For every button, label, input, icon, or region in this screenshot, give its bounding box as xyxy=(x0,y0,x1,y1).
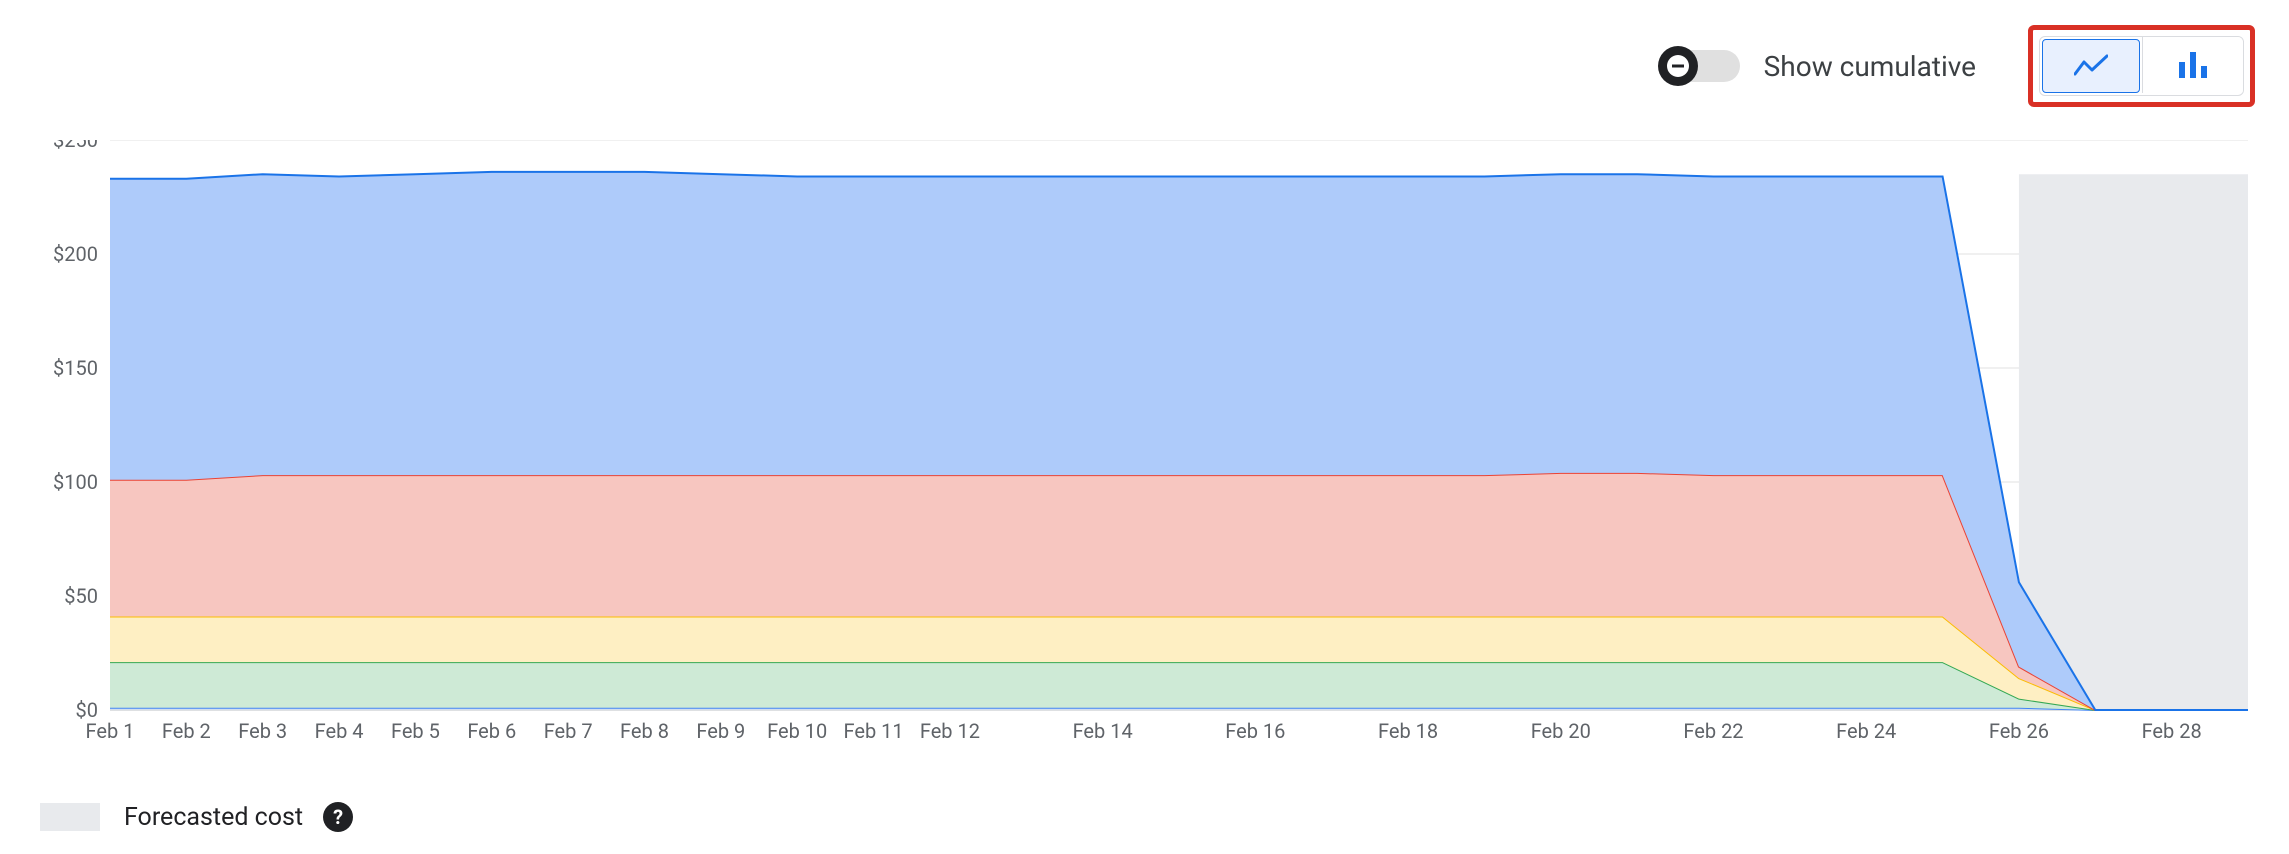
show-cumulative-toggle[interactable] xyxy=(1660,50,1740,82)
svg-text:Feb 16: Feb 16 xyxy=(1225,719,1285,740)
svg-text:Feb 26: Feb 26 xyxy=(1989,719,2049,740)
bar-chart-button[interactable] xyxy=(2142,37,2243,93)
svg-text:$250: $250 xyxy=(53,140,98,152)
show-cumulative-label: Show cumulative xyxy=(1764,50,1976,83)
svg-text:Feb 2: Feb 2 xyxy=(162,719,211,740)
svg-text:Feb 5: Feb 5 xyxy=(391,719,440,740)
svg-text:$200: $200 xyxy=(53,242,98,266)
svg-text:Feb 4: Feb 4 xyxy=(315,719,364,740)
bar-chart-icon xyxy=(2178,52,2208,78)
minus-icon xyxy=(1667,55,1689,77)
forecast-label: Forecasted cost xyxy=(124,803,303,832)
chart-legend: Forecasted cost ? xyxy=(40,802,353,832)
toggle-thumb xyxy=(1658,46,1698,86)
svg-text:Feb 14: Feb 14 xyxy=(1073,719,1133,740)
svg-text:Feb 3: Feb 3 xyxy=(238,719,287,740)
svg-text:Feb 28: Feb 28 xyxy=(2142,719,2202,740)
chart-controls: Show cumulative xyxy=(1660,36,2255,96)
svg-text:$150: $150 xyxy=(53,356,98,380)
svg-text:Feb 12: Feb 12 xyxy=(920,719,980,740)
forecast-swatch xyxy=(40,803,100,831)
svg-text:$50: $50 xyxy=(64,584,98,608)
svg-text:Feb 9: Feb 9 xyxy=(696,719,745,740)
show-cumulative-control: Show cumulative xyxy=(1660,50,1976,83)
svg-text:Feb 7: Feb 7 xyxy=(544,719,593,740)
svg-text:Feb 22: Feb 22 xyxy=(1683,719,1743,740)
line-chart-button[interactable] xyxy=(2042,39,2140,93)
cost-chart: $0$50$100$150$200$250Feb 1Feb 2Feb 3Feb … xyxy=(40,140,2248,740)
svg-text:Feb 8: Feb 8 xyxy=(620,719,669,740)
svg-text:Feb 10: Feb 10 xyxy=(767,719,827,740)
chart-view-switcher xyxy=(2039,36,2244,96)
line-chart-icon xyxy=(2074,54,2108,78)
svg-text:Feb 6: Feb 6 xyxy=(467,719,516,740)
svg-text:Feb 20: Feb 20 xyxy=(1531,719,1591,740)
svg-text:Feb 1: Feb 1 xyxy=(86,719,135,740)
svg-text:Feb 18: Feb 18 xyxy=(1378,719,1438,740)
help-icon[interactable]: ? xyxy=(323,802,353,832)
svg-text:Feb 11: Feb 11 xyxy=(844,719,904,740)
view-switcher-highlight xyxy=(2028,25,2255,107)
svg-text:$100: $100 xyxy=(53,470,98,494)
svg-text:Feb 24: Feb 24 xyxy=(1836,719,1896,740)
